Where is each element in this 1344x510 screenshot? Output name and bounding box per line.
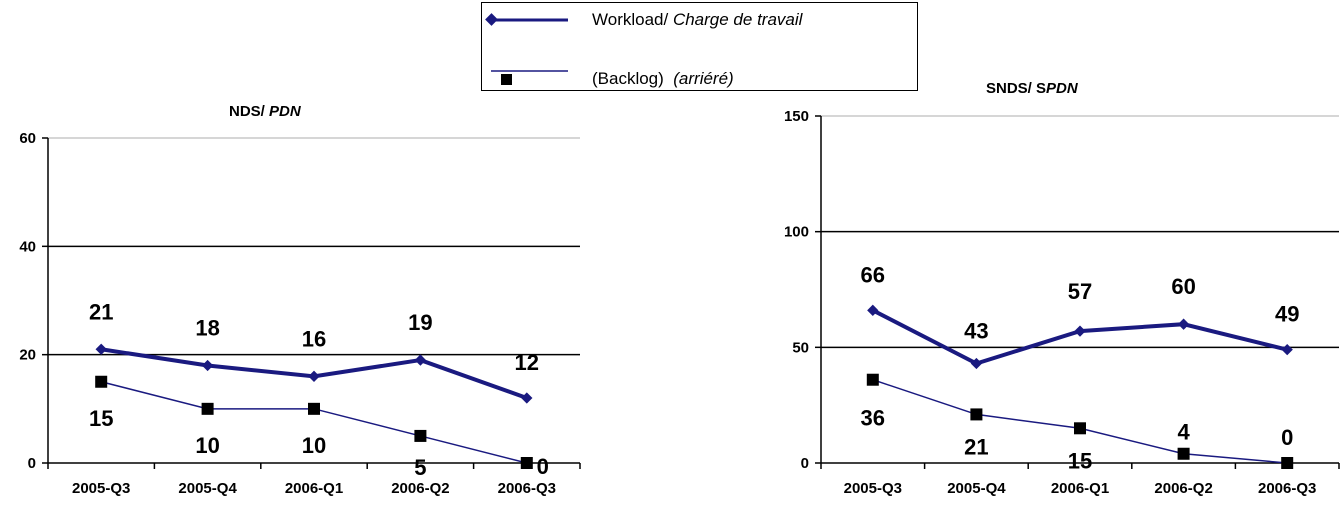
workload-point (1074, 325, 1086, 337)
x-tick-label: 2006-Q3 (1258, 480, 1316, 497)
workload-data-label: 60 (1171, 274, 1195, 299)
x-tick-label: 2006-Q2 (1154, 480, 1212, 497)
backlog-point (1177, 447, 1190, 460)
workload-point (201, 359, 214, 372)
workload-data-label: 57 (1068, 279, 1092, 304)
workload-point (95, 343, 107, 355)
y-tick-label: 100 (784, 224, 809, 241)
workload-point (1177, 318, 1190, 330)
chart-title-nds: NDS/ PDN (229, 103, 301, 120)
x-tick-label: 2006-Q1 (285, 480, 343, 497)
backlog-point (866, 373, 879, 386)
workload-line (871, 308, 1288, 366)
backlog-data-label: 0 (1281, 425, 1293, 450)
x-tick-label: 2006-Q1 (1051, 480, 1109, 497)
y-tick-label: 60 (19, 130, 36, 147)
y-tick-label: 20 (19, 347, 36, 364)
workload-data-label: 19 (408, 310, 432, 335)
backlog-data-label: 15 (89, 406, 113, 431)
legend-swatches (485, 13, 568, 85)
backlog-point (520, 457, 533, 469)
backlog-point (1281, 457, 1294, 469)
workload-data-label: 49 (1275, 302, 1299, 327)
y-tick-label: 150 (784, 108, 809, 125)
backlog-point (414, 429, 427, 442)
workload-point (970, 357, 983, 370)
backlog-data-label: 5 (414, 455, 426, 480)
workload-point (867, 304, 879, 316)
workload-data-label: 21 (89, 299, 113, 324)
legend-workload-label: Workload/ Charge de travail (592, 10, 803, 29)
x-tick-label: 2006-Q3 (498, 480, 556, 497)
y-tick-label: 0 (801, 455, 809, 472)
legend-backlog-marker (501, 74, 512, 85)
workload-point (308, 370, 320, 382)
backlog-point (1074, 422, 1086, 435)
backlog-data-label: 21 (964, 434, 988, 459)
x-tick-label: 2005-Q3 (844, 480, 902, 497)
chart-title-snds: SNDS/ SPDN (986, 80, 1078, 97)
backlog-data-label: 15 (1068, 448, 1092, 473)
backlog-point (970, 408, 983, 421)
y-tick-label: 40 (19, 238, 36, 255)
workload-point (1281, 343, 1293, 356)
x-tick-label: 2005-Q4 (178, 480, 237, 497)
legend-backlog-label: (Backlog) (arriéré) (592, 69, 734, 88)
workload-data-label: 66 (861, 262, 885, 287)
x-tick-label: 2005-Q3 (72, 480, 130, 497)
x-tick-label: 2005-Q4 (947, 480, 1006, 497)
x-tick-label: 2006-Q2 (391, 480, 449, 497)
backlog-data-label: 10 (195, 433, 219, 458)
y-tick-label: 0 (28, 455, 36, 472)
backlog-data-label: 10 (302, 433, 326, 458)
workload-data-label: 43 (964, 319, 988, 344)
workload-data-label: 12 (515, 350, 539, 375)
backlog-data-label: 0 (537, 454, 549, 479)
legend: Workload/ Charge de travail (Backlog) (a… (481, 2, 918, 91)
workload-point (414, 354, 427, 366)
backlog-point (308, 402, 320, 415)
y-tick-label: 50 (792, 339, 809, 356)
backlog-data-label: 36 (861, 406, 885, 431)
workload-data-label: 16 (302, 326, 326, 351)
workload-point (521, 392, 533, 404)
legend-workload-marker (485, 13, 498, 26)
backlog-data-label: 4 (1177, 420, 1190, 445)
backlog-point (201, 402, 214, 415)
backlog-point (95, 375, 108, 388)
workload-data-label: 18 (195, 316, 219, 341)
